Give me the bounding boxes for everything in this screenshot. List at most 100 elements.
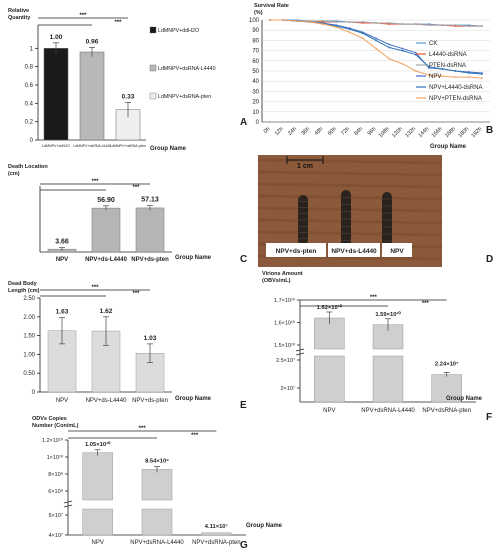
data-point xyxy=(481,73,483,75)
bar xyxy=(201,532,232,536)
y-axis-label: ODVs Copies xyxy=(32,416,67,422)
y-tick-label: 20 xyxy=(252,100,259,106)
label-box xyxy=(266,243,326,257)
data-point xyxy=(428,66,430,68)
data-point xyxy=(269,19,271,21)
significance-mark: *** xyxy=(91,285,99,291)
significance-mark: *** xyxy=(132,185,140,191)
data-point xyxy=(467,76,470,79)
y-tick-label: 1×10¹⁰ xyxy=(47,454,64,461)
data-label: 1.59×10¹⁰ xyxy=(375,311,401,318)
x-tick-label: NPV xyxy=(56,398,68,404)
data-point xyxy=(467,72,470,74)
bar xyxy=(141,469,173,501)
x-tick-label: NPV xyxy=(56,257,68,263)
data-point xyxy=(401,23,404,25)
data-label: 1.62 xyxy=(100,308,113,315)
bar-lower-segment xyxy=(141,508,173,536)
x-tick-label: 156h xyxy=(431,126,444,139)
wood-grain xyxy=(257,170,443,177)
axis-break xyxy=(295,348,305,352)
panel-letter: B xyxy=(486,125,493,136)
y-tick-label: 2.00 xyxy=(23,315,35,321)
y-axis-label: Length (cm) xyxy=(8,288,40,294)
data-point xyxy=(348,31,351,34)
data-point xyxy=(361,21,364,23)
data-point xyxy=(322,20,324,22)
x-tick-label: 120h xyxy=(391,126,404,139)
y-axis-label: Number (Con/mL) xyxy=(32,423,79,429)
legend-entry: LdMNPV+dsRNA-pten xyxy=(158,94,211,100)
y-tick-label: 1 xyxy=(30,46,34,52)
x-tick-label: 144h xyxy=(418,126,431,139)
x-tick-label: NPV+dsRNA-pten xyxy=(422,408,471,414)
data-point xyxy=(401,47,404,50)
legend-entry: NPV xyxy=(429,74,441,80)
y-axis-label: Quantity xyxy=(8,15,31,21)
data-point xyxy=(454,24,457,26)
x-tick-label: 84h xyxy=(353,126,364,137)
bar xyxy=(47,330,77,393)
axis-break xyxy=(63,500,73,504)
panel-letter: E xyxy=(240,400,247,411)
data-label: 1.63 xyxy=(56,309,69,316)
y-tick-label: 0.6 xyxy=(25,83,34,89)
data-label: 4.11×10⁷ xyxy=(205,524,229,530)
significance-mark: *** xyxy=(132,291,140,297)
y-axis-label: (cm) xyxy=(8,171,20,177)
y-tick-label: 2.50 xyxy=(23,296,35,302)
x-axis-title: Group Name xyxy=(150,146,187,152)
x-tick-label: 60h xyxy=(327,126,338,137)
x-tick-label: 0h xyxy=(263,126,272,135)
legend-swatch xyxy=(149,26,157,34)
data-point xyxy=(454,76,457,79)
y-tick-label: 0.4 xyxy=(25,101,34,107)
y-tick-label: 40 xyxy=(252,79,259,85)
x-axis-title: Group Name xyxy=(175,255,212,261)
legend-swatch xyxy=(149,64,157,72)
data-point xyxy=(361,32,364,35)
data-label: 57.13 xyxy=(141,197,159,204)
legend-entry: NPV+PTEN-dsRNA xyxy=(429,96,482,102)
x-axis-title: Group Name xyxy=(446,396,483,402)
y-tick-label: 1.5×10¹⁰ xyxy=(274,342,296,349)
significance-mark: *** xyxy=(370,295,378,301)
data-label: 56.90 xyxy=(97,197,115,204)
data-label: 2.24×10⁷ xyxy=(435,362,459,368)
bar xyxy=(135,207,165,253)
x-tick-label: 132h xyxy=(404,126,417,139)
data-point xyxy=(428,74,430,76)
legend-swatch xyxy=(149,92,157,100)
x-axis-title: Group Name xyxy=(246,523,283,529)
y-tick-label: 1.50 xyxy=(23,334,35,340)
significance-mark: *** xyxy=(422,301,430,307)
legend-entry: NPV+L4440-dsRNA xyxy=(429,85,483,91)
x-tick-label: NPV+ds-L4440 xyxy=(85,257,128,263)
data-point xyxy=(401,49,404,52)
bar-lower-segment xyxy=(372,355,404,403)
x-axis-title: Group Name xyxy=(430,144,467,150)
significance-mark: *** xyxy=(114,20,122,26)
data-point xyxy=(348,28,351,31)
x-tick-label: NPV+dsRNA-L4440 xyxy=(130,540,184,546)
x-tick-label: 72h xyxy=(340,126,351,137)
panel-letter: D xyxy=(486,254,493,265)
y-tick-label: 0.8 xyxy=(25,65,34,71)
y-tick-label: 1.7×10¹⁰ xyxy=(274,297,296,304)
significance-mark: *** xyxy=(91,179,99,185)
y-axis-label: (OBVs/mL) xyxy=(262,278,291,284)
y-tick-label: 70 xyxy=(252,49,259,55)
x-tick-label: 24h xyxy=(287,126,298,137)
y-axis-label: Relative xyxy=(8,8,29,14)
y-tick-label: 2×10⁷ xyxy=(281,385,295,392)
data-label: 8.54×10⁹ xyxy=(145,458,169,464)
y-tick-label: 0 xyxy=(256,120,260,126)
bar xyxy=(82,452,113,501)
data-point xyxy=(414,70,417,72)
wood-grain xyxy=(257,182,443,189)
y-axis-label: Death Location xyxy=(8,164,48,170)
data-label: 0.96 xyxy=(86,38,99,45)
x-tick-label: LdMNPV+dsRNA-l4440 xyxy=(73,144,111,148)
x-tick-label: NPV+dsRNA-L4440 xyxy=(361,408,415,414)
